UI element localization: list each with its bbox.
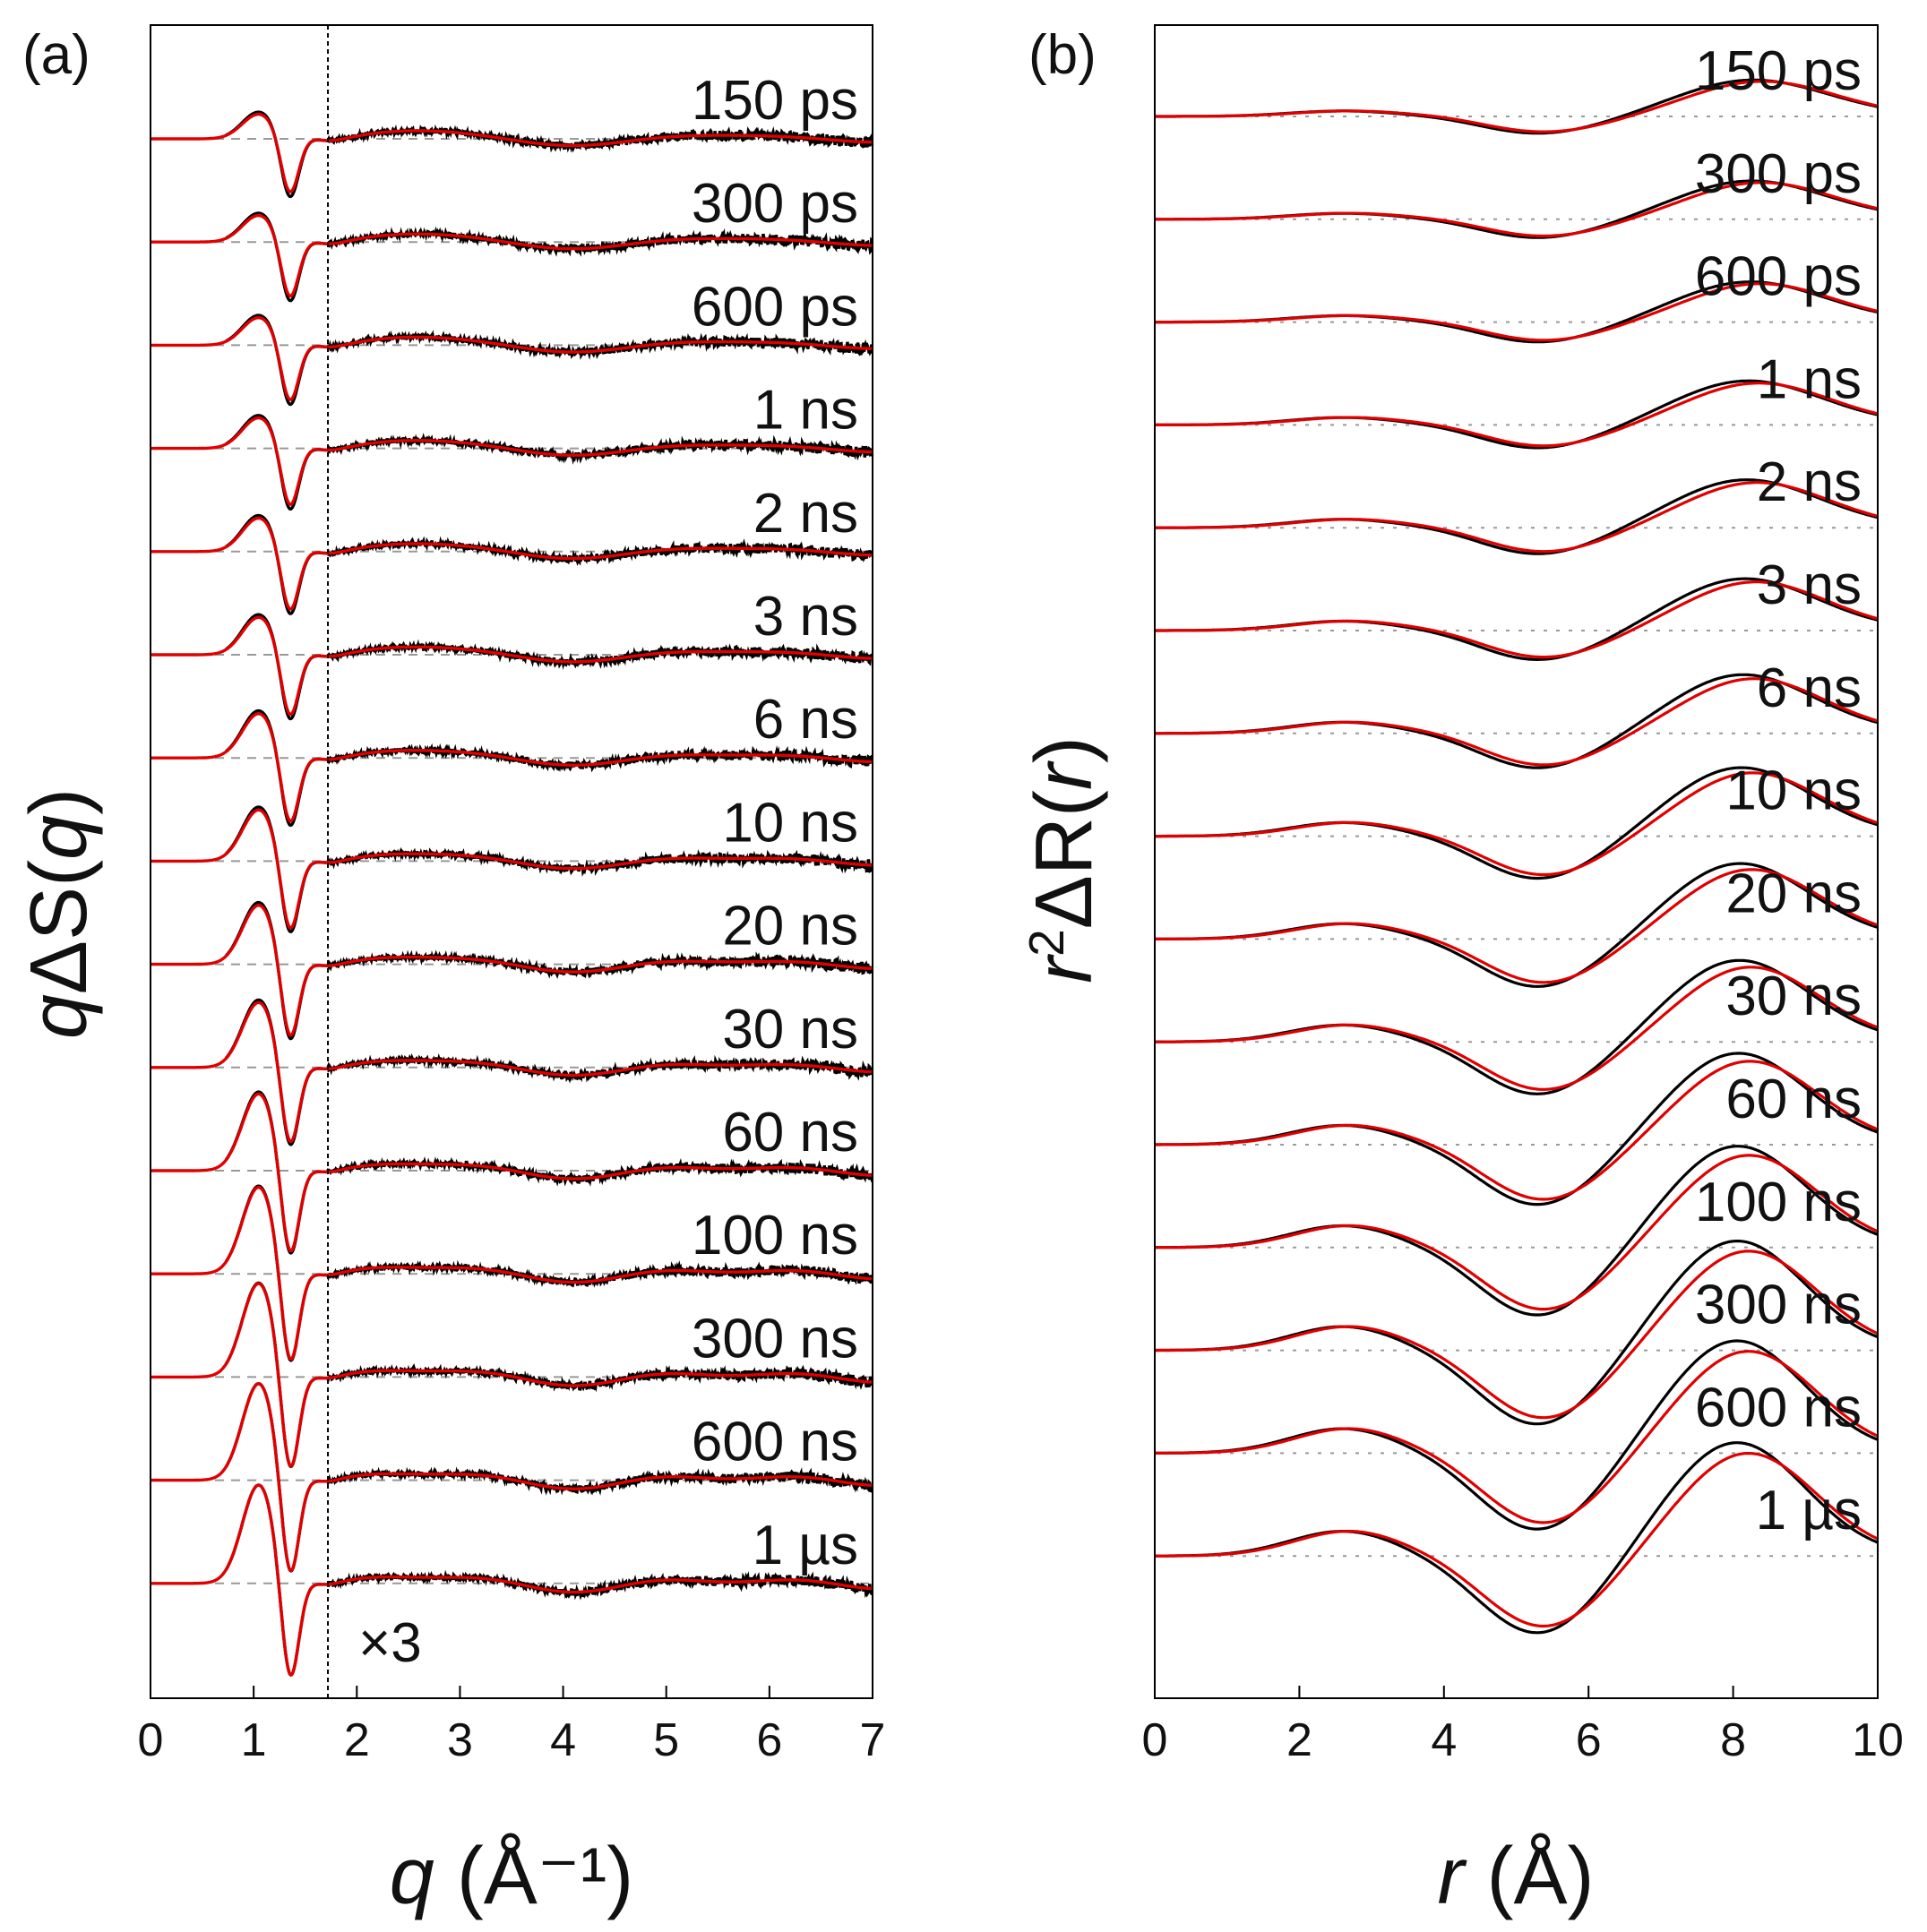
- panel-a-delay-label: 600 ns: [692, 1412, 858, 1473]
- panel-a-delay-label: 2 ns: [753, 483, 858, 545]
- panel-a-data-trace: [224, 1483, 873, 1677]
- panel-b-delay-label: 600 ns: [1695, 1377, 1862, 1438]
- panel-a-fit-trace: [151, 904, 873, 1037]
- panel-b-tick-label: 8: [1720, 1714, 1746, 1766]
- panel-a-fit-trace: [151, 416, 873, 506]
- panel-a-tick-label: 5: [653, 1714, 679, 1766]
- panel-a-fit-trace: [151, 1185, 873, 1361]
- panel-b-fit-trace: [1155, 1249, 1879, 1420]
- panel-b-fit-trace: [1155, 1060, 1879, 1201]
- panel-a-delay-label: 3 ns: [753, 586, 858, 648]
- panel-b-x-label: r (Å): [1438, 1832, 1595, 1921]
- panel-a-delay-label: 1 µs: [753, 1515, 858, 1576]
- panel-b-baselines: [1155, 116, 1878, 1558]
- panel-b-delay-label: 60 ns: [1725, 1069, 1862, 1130]
- panel-a-tick-label: 2: [344, 1714, 370, 1766]
- panel-b-fit-trace: [1155, 481, 1879, 554]
- panel-b-fit-trace: [1155, 80, 1879, 133]
- panel-b-fit-trace: [1155, 1452, 1879, 1628]
- panel-a-fit-trace: [151, 1282, 873, 1468]
- panel-a-fit-trace: [151, 1483, 873, 1677]
- panel-b-tick-label: 4: [1431, 1714, 1457, 1766]
- panel-a-delay-label: 6 ns: [753, 689, 858, 751]
- panel-a-delay-label: 150 ps: [692, 70, 858, 132]
- panel-a-delay-label: 1 ns: [753, 380, 858, 442]
- panel-b-fit-trace: [1155, 382, 1879, 448]
- panel-a-fit-trace: [151, 112, 873, 193]
- panel-b-tick-label: 10: [1852, 1714, 1904, 1766]
- panel-a-delay-label: 60 ns: [722, 1102, 858, 1163]
- panel-b-delay-label: 150 ps: [1695, 40, 1862, 102]
- panel-a-fit-trace: [151, 712, 873, 823]
- panel-b-delay-label: 20 ns: [1725, 863, 1862, 924]
- panel-a-tick-label: 1: [241, 1714, 267, 1766]
- panel-b-delay-label: 600 ps: [1695, 246, 1862, 308]
- panel-a-tick-label: 3: [447, 1714, 473, 1766]
- panel-a-delay-label: 600 ps: [692, 276, 858, 338]
- panel-b-delay-label: 2 ns: [1757, 451, 1862, 513]
- panel-b-fit-trace: [1155, 677, 1879, 767]
- panel-a-label: (a): [22, 24, 90, 86]
- panel-b-fit-trace: [1155, 966, 1879, 1091]
- panel-a-delay-label: 20 ns: [722, 896, 858, 957]
- panel-a-delay-label: 30 ns: [722, 999, 858, 1060]
- panel-a-fit-trace: [151, 615, 873, 717]
- panel-b-fit-trace: [1155, 868, 1879, 984]
- panel-b-tick-label: 0: [1142, 1714, 1168, 1766]
- panel-b-fit-trace: [1155, 282, 1879, 342]
- panel-a-data-trace: [225, 110, 874, 199]
- panel-b-tick-label: 2: [1286, 1714, 1312, 1766]
- panel-a-fit-trace: [151, 213, 873, 298]
- panel-a-delay-label: 300 ps: [692, 173, 858, 235]
- panel-b-delay-label: 10 ns: [1725, 760, 1862, 822]
- panel-b-delay-label: 30 ns: [1725, 966, 1862, 1027]
- panel-b-delay-label: 1 ns: [1757, 348, 1862, 410]
- panel-b-y-label: r2ΔR(r): [1019, 736, 1109, 983]
- panel-b-tick-label: 6: [1576, 1714, 1602, 1766]
- panel-b-fit-trace: [1155, 771, 1879, 877]
- panel-a-x-label: q (Å⁻¹): [390, 1832, 634, 1921]
- panel-a-traces: [151, 110, 874, 1677]
- panel-b-x-axis: 0 2 4 6 8 10: [1142, 1686, 1904, 1766]
- panel-b-delay-label: 100 ns: [1695, 1172, 1862, 1233]
- panel-b-fit-trace: [1155, 181, 1879, 238]
- panel-b-traces: [1154, 78, 1879, 1635]
- panel-a-y-label: qΔS(q): [14, 788, 104, 1039]
- panel-a-tick-label: 6: [756, 1714, 782, 1766]
- panel-b-delay-label: 300 ps: [1695, 143, 1862, 205]
- panel-b-fit-trace: [1155, 1350, 1879, 1524]
- panel-a-frame: [150, 24, 873, 1699]
- panel-a-x-axis: 0 1 2 3 4 5 6 7: [138, 1686, 886, 1766]
- panel-a-delay-label: 10 ns: [722, 792, 858, 854]
- panel-a-tick-label: 0: [138, 1714, 164, 1766]
- panel-b-fit-trace: [1155, 580, 1879, 659]
- panel-a-fit-trace: [151, 1092, 873, 1253]
- panel-a-delay-label: 300 ns: [692, 1308, 858, 1370]
- panel-a-fit-trace: [151, 316, 873, 401]
- panel-a-delay-labels: 150 ps 300 ps 600 ps 1 ns 2 ns 3 ns 6 ns 10 ns 2…: [692, 70, 858, 1576]
- panel-b-delay-label: 3 ns: [1757, 554, 1862, 616]
- panel-b-label: (b): [1028, 24, 1097, 86]
- panel-a-fit-trace: [151, 516, 873, 611]
- panel-b-frame: [1154, 24, 1879, 1699]
- panel-b: (b) 150 ps 300 ps 600 ps 1 ns 2 ns 3 ns 6 ns 10…: [1019, 24, 1904, 1921]
- panel-b-delay-label: 6 ns: [1757, 657, 1862, 719]
- panel-a-delay-label: 100 ns: [692, 1205, 858, 1267]
- magnification-label: ×3: [358, 1612, 422, 1674]
- panel-a-fit-trace: [151, 1000, 873, 1144]
- panel-a-tick-label: 7: [860, 1714, 886, 1766]
- panel-a-fit-trace: [151, 808, 873, 930]
- panel-b-delay-label: 300 ns: [1695, 1275, 1862, 1336]
- panel-a-tick-label: 4: [550, 1714, 576, 1766]
- panel-b-fit-trace: [1155, 1154, 1879, 1311]
- panel-a-fit-trace: [151, 1382, 873, 1573]
- panel-b-delay-label: 1 µs: [1756, 1480, 1862, 1541]
- panel-b-delay-labels: 150 ps 300 ps 600 ps 1 ns 2 ns 3 ns 6 ns 10 ns 2…: [1695, 40, 1862, 1541]
